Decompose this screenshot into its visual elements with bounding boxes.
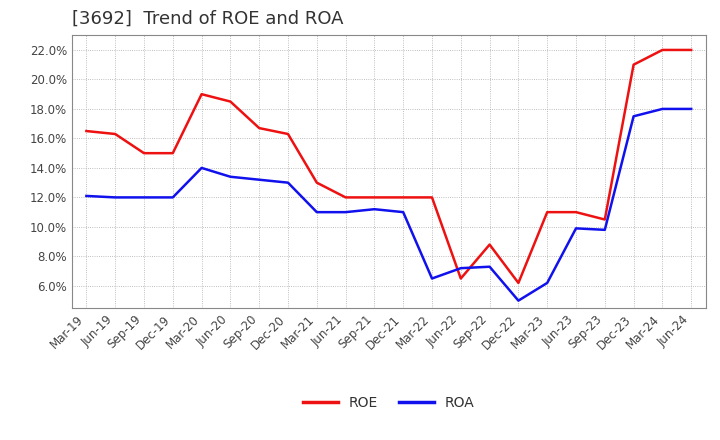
ROE — [82, 128, 91, 134]
ROA — [341, 209, 350, 215]
ROA — [543, 280, 552, 286]
ROA — [168, 195, 177, 200]
ROE — [140, 150, 148, 156]
ROE — [600, 217, 609, 222]
ROE — [687, 48, 696, 53]
ROE — [399, 195, 408, 200]
ROA — [140, 195, 148, 200]
ROE — [312, 180, 321, 185]
ROE — [485, 242, 494, 247]
ROA — [226, 174, 235, 180]
ROA — [456, 266, 465, 271]
ROE — [629, 62, 638, 67]
Line: ROA: ROA — [86, 109, 691, 301]
ROA — [370, 206, 379, 212]
ROA — [600, 227, 609, 232]
ROA — [111, 195, 120, 200]
ROE — [341, 195, 350, 200]
ROA — [284, 180, 292, 185]
ROE — [543, 209, 552, 215]
ROA — [658, 106, 667, 112]
ROE — [111, 132, 120, 137]
ROA — [687, 106, 696, 112]
ROA — [255, 177, 264, 182]
ROA — [82, 193, 91, 198]
ROA — [312, 209, 321, 215]
ROE — [572, 209, 580, 215]
ROE — [197, 92, 206, 97]
ROA — [485, 264, 494, 269]
ROA — [197, 165, 206, 171]
Text: [3692]  Trend of ROE and ROA: [3692] Trend of ROE and ROA — [72, 10, 343, 28]
ROA — [514, 298, 523, 303]
ROE — [168, 150, 177, 156]
ROA — [629, 114, 638, 119]
ROE — [255, 125, 264, 131]
ROA — [399, 209, 408, 215]
ROE — [370, 195, 379, 200]
Legend: ROE, ROA: ROE, ROA — [297, 391, 480, 416]
ROE — [514, 280, 523, 286]
ROE — [658, 48, 667, 53]
ROA — [572, 226, 580, 231]
Line: ROE: ROE — [86, 50, 691, 283]
ROE — [226, 99, 235, 104]
ROE — [428, 195, 436, 200]
ROE — [456, 276, 465, 281]
ROA — [428, 276, 436, 281]
ROE — [284, 132, 292, 137]
